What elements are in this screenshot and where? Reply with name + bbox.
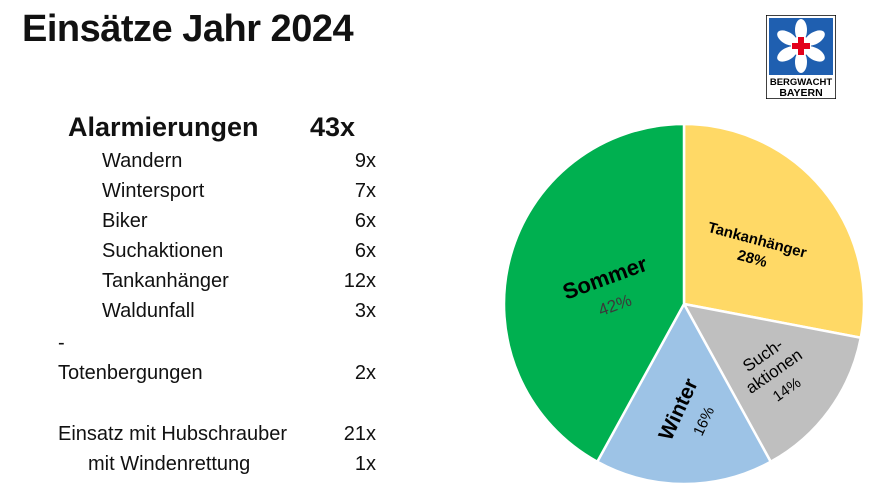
list-item-label: Wandern [102,150,183,172]
list-item: Waldunfall 3x [102,300,376,323]
page-title: Einsätze Jahr 2024 [22,8,354,50]
list-item-value: 3x [354,300,376,322]
list-item-label: Biker [102,210,148,232]
bergwacht-logo: BERGWACHT BAYERN [766,15,836,99]
list-item-value: 9x [354,150,376,172]
logo-line1: BERGWACHT [770,77,832,88]
pie-slice [595,301,773,486]
pie-slice [682,122,866,340]
alarmierungen-summary: Alarmierungen 43x [68,112,355,143]
list-item-value: 7x [354,180,376,202]
hubschrauber-value: 21x [343,423,376,445]
pie-slice [502,122,686,464]
list-item-value: 6x [354,240,376,262]
alarmierungen-label: Alarmierungen [68,112,259,142]
list-item: Suchaktionen 6x [102,240,376,263]
totenbergungen-value: 2x [354,362,376,384]
separator-dash: - [58,332,65,354]
list-item-label: Tankanhänger [102,270,229,292]
list-item: Wandern 9x [102,150,376,173]
list-item: Tankanhänger 12x [102,270,376,293]
hubschrauber-label: Einsatz mit Hubschrauber [58,423,287,445]
list-item: Wintersport 7x [102,180,376,203]
pie-slice [681,302,863,464]
hubschrauber-row: Einsatz mit Hubschrauber 21x [58,423,376,446]
pie-chart: Tankanhänger28%Such-aktionen14%Winter16%… [502,122,866,486]
logo-line2: BAYERN [779,87,822,99]
list-item-value: 6x [354,210,376,232]
list-item: Biker 6x [102,210,376,233]
windenrettung-label: mit Windenrettung [88,453,251,475]
list-item-value: 12x [343,270,376,292]
edelweiss-icon [777,19,825,73]
list-item-label: Wintersport [102,180,205,202]
windenrettung-value: 1x [354,453,376,475]
windenrettung-row: mit Windenrettung 1x [88,453,376,476]
totenbergungen-row: Totenbergungen 2x [58,362,376,385]
list-item-label: Waldunfall [102,300,195,322]
totenbergungen-label: Totenbergungen [58,362,203,384]
alarmierungen-value: 43x [310,112,356,142]
list-item-label: Suchaktionen [102,240,224,262]
